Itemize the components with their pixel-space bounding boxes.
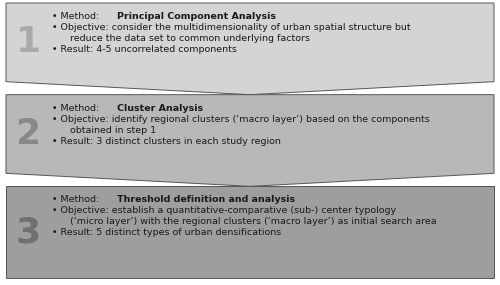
Text: (‘micro layer’) with the regional clusters (‘macro layer’) as initial search are: (‘micro layer’) with the regional cluste…	[64, 217, 436, 226]
Text: • Result: 5 distinct types of urban densifications: • Result: 5 distinct types of urban dens…	[52, 228, 281, 237]
Text: reduce the data set to common underlying factors: reduce the data set to common underlying…	[64, 34, 310, 43]
Text: • Result: 4-5 uncorrelated components: • Result: 4-5 uncorrelated components	[52, 45, 237, 54]
Text: • Result: 3 distinct clusters in each study region: • Result: 3 distinct clusters in each st…	[52, 137, 281, 146]
Text: • Method:: • Method:	[52, 12, 102, 21]
Text: Principal Component Analysis: Principal Component Analysis	[117, 12, 276, 21]
Polygon shape	[6, 3, 494, 95]
Text: • Method:: • Method:	[52, 104, 102, 113]
Text: 2: 2	[16, 117, 40, 151]
Text: 3: 3	[16, 215, 40, 249]
Text: Threshold definition and analysis: Threshold definition and analysis	[117, 195, 295, 204]
Text: • Method:: • Method:	[52, 195, 102, 204]
Text: 1: 1	[16, 25, 40, 59]
Polygon shape	[6, 186, 494, 278]
Text: Cluster Analysis: Cluster Analysis	[117, 104, 203, 113]
Text: • Objective: identify regional clusters (‘macro layer’) based on the components: • Objective: identify regional clusters …	[52, 115, 430, 124]
Polygon shape	[6, 95, 494, 186]
Text: obtained in step 1: obtained in step 1	[64, 126, 156, 135]
Text: • Objective: consider the multidimensionality of urban spatial structure but: • Objective: consider the multidimension…	[52, 23, 410, 32]
Text: • Objective: establish a quantitative-comparative (sub-) center typology: • Objective: establish a quantitative-co…	[52, 206, 396, 215]
